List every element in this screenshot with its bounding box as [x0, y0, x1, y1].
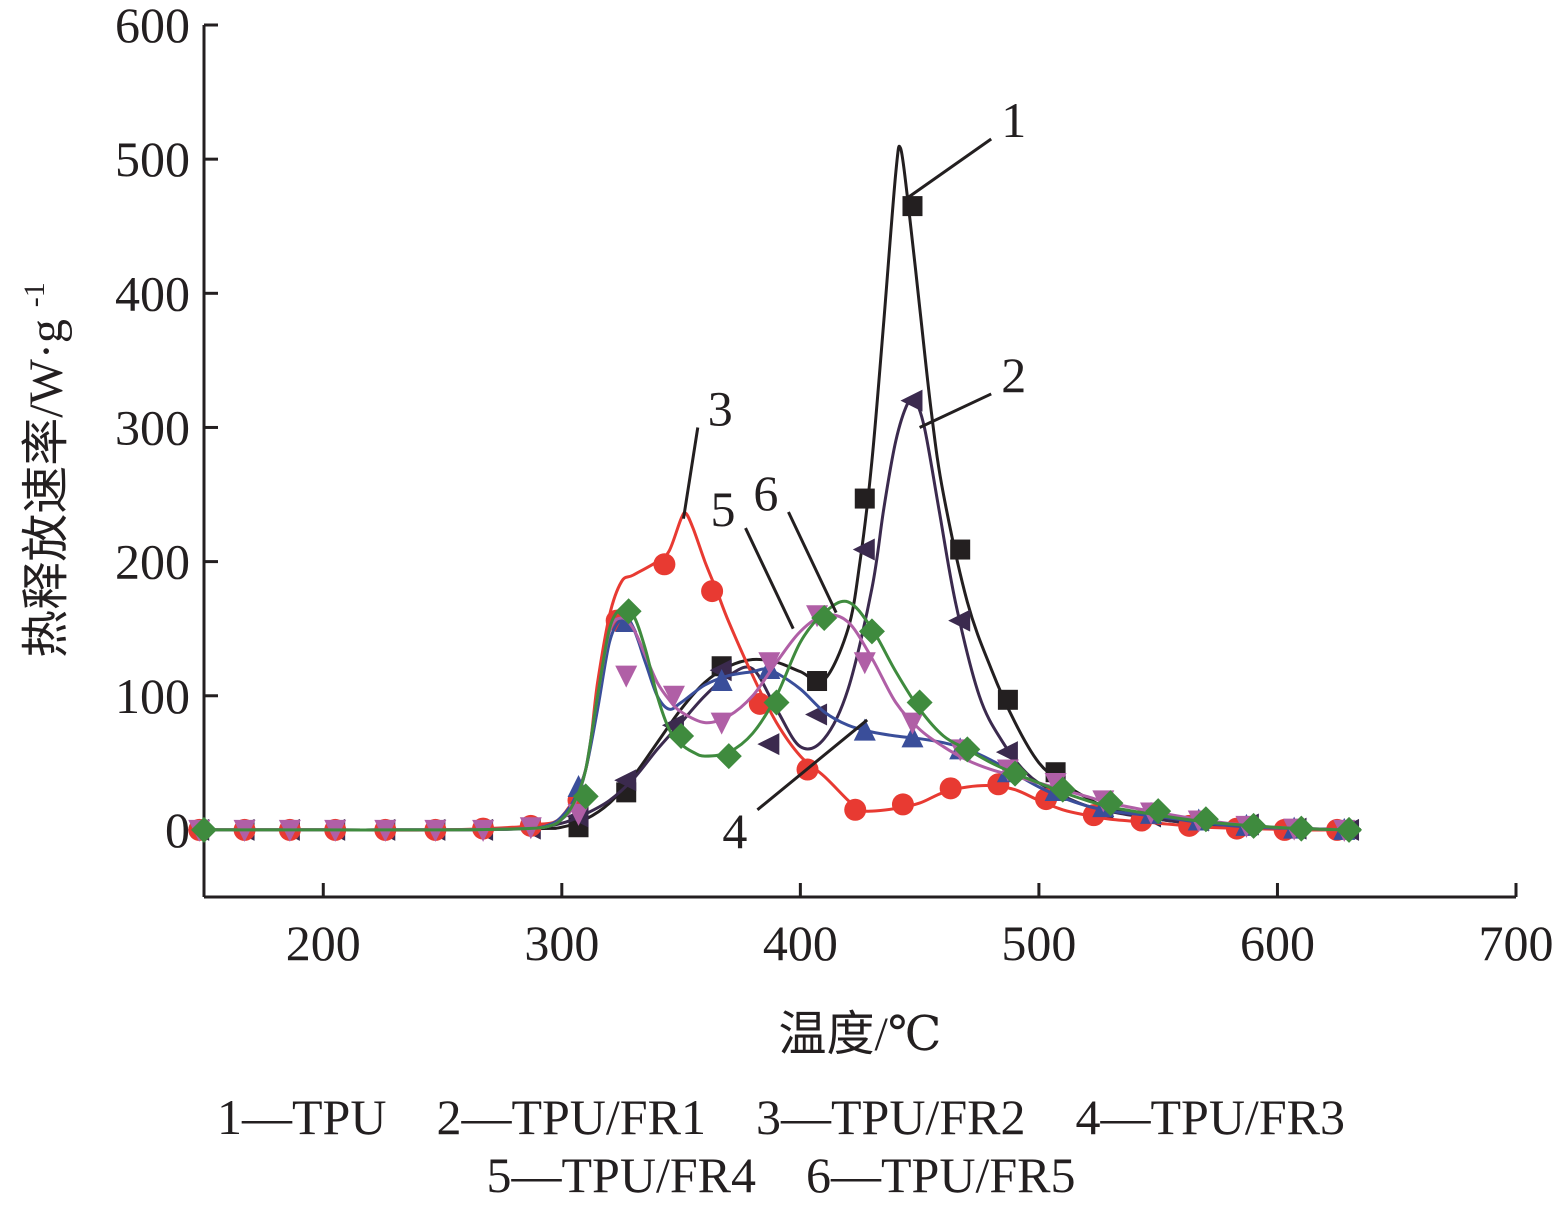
- series-3-marker: [748, 692, 771, 715]
- series-6-marker: [1097, 790, 1124, 817]
- svg-text:热释放速率/W·g -1: 热释放速率/W·g -1: [18, 282, 73, 658]
- x-tick-label: 600: [1240, 915, 1315, 971]
- series-2-marker: [948, 609, 971, 632]
- y-tick-label: 100: [115, 668, 190, 724]
- series-3-marker: [701, 580, 724, 603]
- series-1-marker: [902, 196, 923, 217]
- callout-1-leader: [904, 137, 993, 201]
- y-tick-label: 0: [165, 802, 190, 858]
- series-3-marker: [891, 793, 914, 816]
- series-3-marker: [939, 777, 962, 800]
- x-tick-label: 700: [1479, 915, 1554, 971]
- callout-3-leader: [681, 427, 700, 519]
- y-tick-label: 200: [115, 534, 190, 590]
- series-1-marker: [950, 539, 971, 560]
- series-5-marker: [710, 712, 733, 735]
- series-5-marker: [901, 712, 924, 735]
- series-6-marker: [668, 723, 695, 750]
- callout-4-leader: [756, 718, 869, 811]
- callout-5-label: 5: [710, 481, 735, 537]
- callout-1-label: 1: [1001, 92, 1026, 148]
- callout-6-label: 6: [753, 465, 778, 521]
- series-6-marker: [615, 598, 642, 625]
- series-1-marker: [807, 671, 828, 692]
- series-5-marker: [615, 665, 638, 688]
- x-tick-label: 200: [286, 915, 361, 971]
- series-2-marker: [900, 389, 923, 412]
- series-4-marker: [710, 669, 733, 692]
- series-2-marker: [995, 741, 1018, 764]
- series-5-marker: [758, 652, 781, 675]
- series-1-marker: [997, 689, 1018, 710]
- x-tick-label: 500: [1001, 915, 1076, 971]
- callout-3-label: 3: [708, 380, 733, 436]
- series-2-marker: [757, 733, 780, 756]
- series-6-marker: [811, 604, 838, 631]
- series-2-line: [203, 396, 1361, 832]
- series-4-marker: [901, 725, 924, 748]
- series-4-marker: [853, 718, 876, 741]
- series-6-marker: [1192, 806, 1219, 833]
- series-3-marker: [844, 798, 867, 821]
- y-tick-label: 600: [115, 0, 190, 53]
- series-1-marker: [854, 488, 875, 509]
- callout-layer: 1 2 3 4 5 6: [681, 92, 1026, 859]
- series-6-marker: [1049, 776, 1076, 803]
- x-tick-label: 300: [524, 915, 599, 971]
- x-tick-label: 400: [763, 915, 838, 971]
- y-tick-label: 500: [115, 131, 190, 187]
- callout-4-label: 4: [722, 803, 747, 859]
- series-6-marker: [1002, 760, 1029, 787]
- series-6-marker: [1336, 816, 1363, 843]
- series-5-marker: [853, 652, 876, 675]
- series-2-marker: [805, 703, 828, 726]
- series-5-marker: [567, 803, 590, 826]
- callout-5-leader: [744, 527, 795, 630]
- legend-line-1: 1—TPU 2—TPU/FR1 3—TPU/FR2 4—TPU/FR3: [217, 1089, 1345, 1145]
- series-2: [187, 389, 1361, 841]
- series-5-marker: [662, 685, 685, 708]
- series-5: [188, 605, 1356, 842]
- y-tick-label: 300: [115, 399, 190, 455]
- series-2-marker: [852, 538, 875, 561]
- callout-2-leader: [918, 392, 992, 429]
- series-6-marker: [763, 689, 790, 716]
- series-6-marker: [1288, 815, 1315, 842]
- series-6-marker: [1145, 798, 1172, 825]
- series-6-marker: [572, 783, 599, 810]
- series-6: [191, 598, 1363, 843]
- series-6-marker: [715, 743, 742, 770]
- callout-6-leader: [787, 511, 838, 614]
- series-6-marker: [1240, 812, 1267, 839]
- y-axis-title: 热释放速率/W·g: [20, 319, 73, 658]
- series-3-marker: [653, 553, 676, 576]
- series-1-line: [203, 144, 1361, 832]
- callout-2-label: 2: [1001, 347, 1026, 403]
- series-6-marker: [954, 736, 981, 763]
- series-6-marker: [858, 618, 885, 645]
- y-tick-label: 400: [115, 265, 190, 321]
- series-2-marker: [614, 769, 637, 792]
- series-6-marker: [191, 816, 217, 843]
- x-axis-title: 温度/℃: [778, 1008, 941, 1061]
- y-axis-title-exponent: -1: [18, 282, 51, 307]
- legend-line-2: 5—TPU/FR4 6—TPU/FR5: [486, 1147, 1076, 1203]
- axes: 200 300 400 500 600 700 0 100 200 300 400 500 600: [115, 0, 1554, 971]
- y-axis-title-group: 热释放速率/W·g -1: [18, 282, 73, 658]
- series-6-marker: [906, 689, 933, 716]
